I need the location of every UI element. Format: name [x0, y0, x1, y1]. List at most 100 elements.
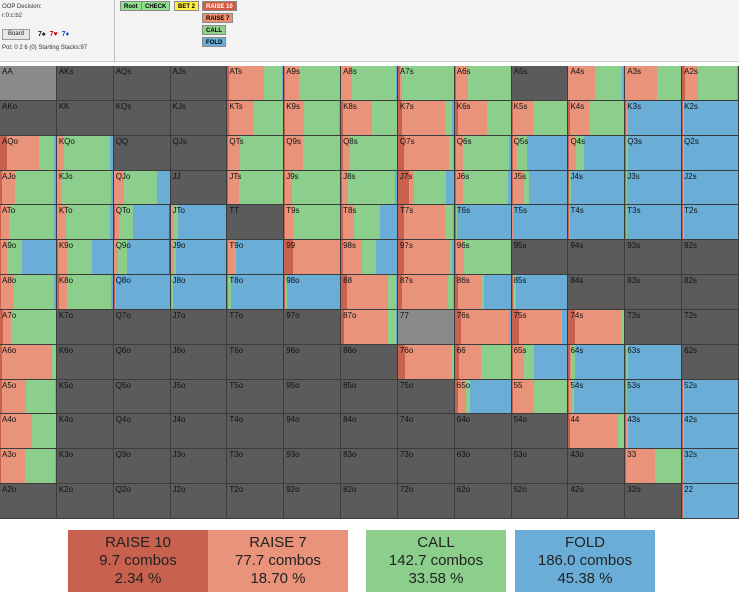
hand-cell-65s[interactable]: 65s [511, 344, 569, 380]
hand-cell-A4s[interactable]: A4s [568, 66, 626, 101]
hand-cell-J4o[interactable]: J4o [170, 414, 228, 450]
hand-cell-52s[interactable]: 52s [682, 379, 739, 415]
hand-cell-64o[interactable]: 64o [454, 414, 512, 450]
hand-cell-82o[interactable]: 82o [341, 484, 398, 519]
hand-cell-K8o[interactable]: K8o [56, 275, 114, 310]
hand-cell-Q3s[interactable]: Q3s [625, 135, 683, 171]
hand-cell-K4o[interactable]: K4o [56, 414, 114, 450]
hand-cell-32o[interactable]: 32o [625, 484, 683, 519]
hand-cell-95o[interactable]: 95o [284, 379, 342, 415]
hand-cell-84o[interactable]: 84o [341, 414, 398, 450]
hand-cell-42s[interactable]: 42s [682, 414, 739, 450]
tree-button-check[interactable]: CHECK [141, 1, 171, 11]
hand-cell-J9s[interactable]: J9s [284, 170, 342, 206]
hand-cell-J2s[interactable]: J2s [682, 170, 739, 206]
hand-cell-A7s[interactable]: A7s [397, 66, 455, 101]
hand-cell-97s[interactable]: 97s [397, 240, 455, 276]
hand-cell-Q8o[interactable]: Q8o [113, 275, 171, 310]
hand-cell-K5s[interactable]: K5s [511, 100, 569, 136]
hand-cell-JTo[interactable]: JTo [170, 205, 228, 241]
hand-cell-85s[interactable]: 85s [511, 275, 569, 310]
hand-cell-88[interactable]: 88 [341, 275, 398, 310]
board-button[interactable]: Board [2, 29, 30, 40]
hand-cell-T3s[interactable]: T3s [625, 205, 683, 241]
hand-cell-T6o[interactable]: T6o [227, 344, 285, 380]
hand-cell-A8s[interactable]: A8s [341, 66, 398, 101]
hand-cell-T6s[interactable]: T6s [454, 205, 512, 241]
hand-cell-A5o[interactable]: A5o [0, 379, 57, 415]
hand-cell-A8o[interactable]: A8o [0, 275, 57, 310]
hand-cell-J9o[interactable]: J9o [170, 240, 228, 276]
hand-cell-J7s[interactable]: J7s [397, 170, 455, 206]
hand-cell-J5o[interactable]: J5o [170, 379, 228, 415]
hand-cell-Q5s[interactable]: Q5s [511, 135, 569, 171]
hand-cell-K9s[interactable]: K9s [284, 100, 342, 136]
hand-cell-54o[interactable]: 54o [511, 414, 569, 450]
hand-cell-AJs[interactable]: AJs [170, 66, 228, 101]
hand-cell-Q3o[interactable]: Q3o [113, 449, 171, 485]
hand-cell-Q4s[interactable]: Q4s [568, 135, 626, 171]
hand-cell-TT[interactable]: TT [227, 205, 285, 241]
hand-cell-K5o[interactable]: K5o [56, 379, 114, 415]
hand-cell-KQo[interactable]: KQo [56, 135, 114, 171]
hand-cell-A7o[interactable]: A7o [0, 309, 57, 345]
hand-cell-82s[interactable]: 82s [682, 275, 739, 310]
hand-cell-KJs[interactable]: KJs [170, 100, 228, 136]
hand-cell-77[interactable]: 77 [397, 309, 455, 345]
hand-cell-AKs[interactable]: AKs [56, 66, 114, 101]
hand-cell-T8o[interactable]: T8o [227, 275, 285, 310]
hand-cell-AA[interactable]: AA [0, 66, 57, 101]
hand-cell-J8o[interactable]: J8o [170, 275, 228, 310]
hand-cell-53s[interactable]: 53s [625, 379, 683, 415]
hand-cell-Q9o[interactable]: Q9o [113, 240, 171, 276]
hand-cell-63s[interactable]: 63s [625, 344, 683, 380]
hand-cell-K2s[interactable]: K2s [682, 100, 739, 136]
hand-cell-T9o[interactable]: T9o [227, 240, 285, 276]
hand-cell-J3s[interactable]: J3s [625, 170, 683, 206]
hand-cell-T2o[interactable]: T2o [227, 484, 285, 519]
hand-cell-A6o[interactable]: A6o [0, 344, 57, 380]
hand-cell-T7o[interactable]: T7o [227, 309, 285, 345]
hand-cell-J3o[interactable]: J3o [170, 449, 228, 485]
hand-cell-96o[interactable]: 96o [284, 344, 342, 380]
tree-button-raise10[interactable]: RAISE 10 [202, 1, 237, 11]
hand-cell-62o[interactable]: 62o [454, 484, 512, 519]
hand-cell-73o[interactable]: 73o [397, 449, 455, 485]
hand-cell-73s[interactable]: 73s [625, 309, 683, 345]
hand-cell-A2o[interactable]: A2o [0, 484, 57, 519]
hand-cell-74o[interactable]: 74o [397, 414, 455, 450]
hand-cell-75o[interactable]: 75o [397, 379, 455, 415]
hand-cell-44[interactable]: 44 [568, 414, 626, 450]
hand-cell-93o[interactable]: 93o [284, 449, 342, 485]
tree-button-root[interactable]: Root [120, 1, 142, 11]
hand-cell-QJo[interactable]: QJo [113, 170, 171, 206]
hand-cell-KTo[interactable]: KTo [56, 205, 114, 241]
hand-cell-ATo[interactable]: ATo [0, 205, 57, 241]
hand-cell-76s[interactable]: 76s [454, 309, 512, 345]
hand-cell-T5s[interactable]: T5s [511, 205, 569, 241]
hand-cell-Q8s[interactable]: Q8s [341, 135, 398, 171]
hand-cell-QTs[interactable]: QTs [227, 135, 285, 171]
hand-cell-J4s[interactable]: J4s [568, 170, 626, 206]
hand-cell-KTs[interactable]: KTs [227, 100, 285, 136]
hand-cell-95s[interactable]: 95s [511, 240, 569, 276]
hand-cell-72s[interactable]: 72s [682, 309, 739, 345]
tree-button-fold[interactable]: FOLD [202, 37, 227, 47]
hand-cell-A9s[interactable]: A9s [284, 66, 342, 101]
hand-cell-K3s[interactable]: K3s [625, 100, 683, 136]
hand-cell-Q2s[interactable]: Q2s [682, 135, 739, 171]
hand-cell-62s[interactable]: 62s [682, 344, 739, 380]
hand-cell-93s[interactable]: 93s [625, 240, 683, 276]
hand-cell-43o[interactable]: 43o [568, 449, 626, 485]
hand-cell-83s[interactable]: 83s [625, 275, 683, 310]
hand-cell-52o[interactable]: 52o [511, 484, 569, 519]
hand-cell-A3s[interactable]: A3s [625, 66, 683, 101]
hand-cell-22[interactable]: 22 [682, 484, 739, 519]
hand-cell-98s[interactable]: 98s [341, 240, 398, 276]
hand-cell-94s[interactable]: 94s [568, 240, 626, 276]
hand-cell-96s[interactable]: 96s [454, 240, 512, 276]
hand-cell-Q6s[interactable]: Q6s [454, 135, 512, 171]
hand-cell-Q2o[interactable]: Q2o [113, 484, 171, 519]
hand-cell-86s[interactable]: 86s [454, 275, 512, 310]
hand-cell-65o[interactable]: 65o [454, 379, 512, 415]
